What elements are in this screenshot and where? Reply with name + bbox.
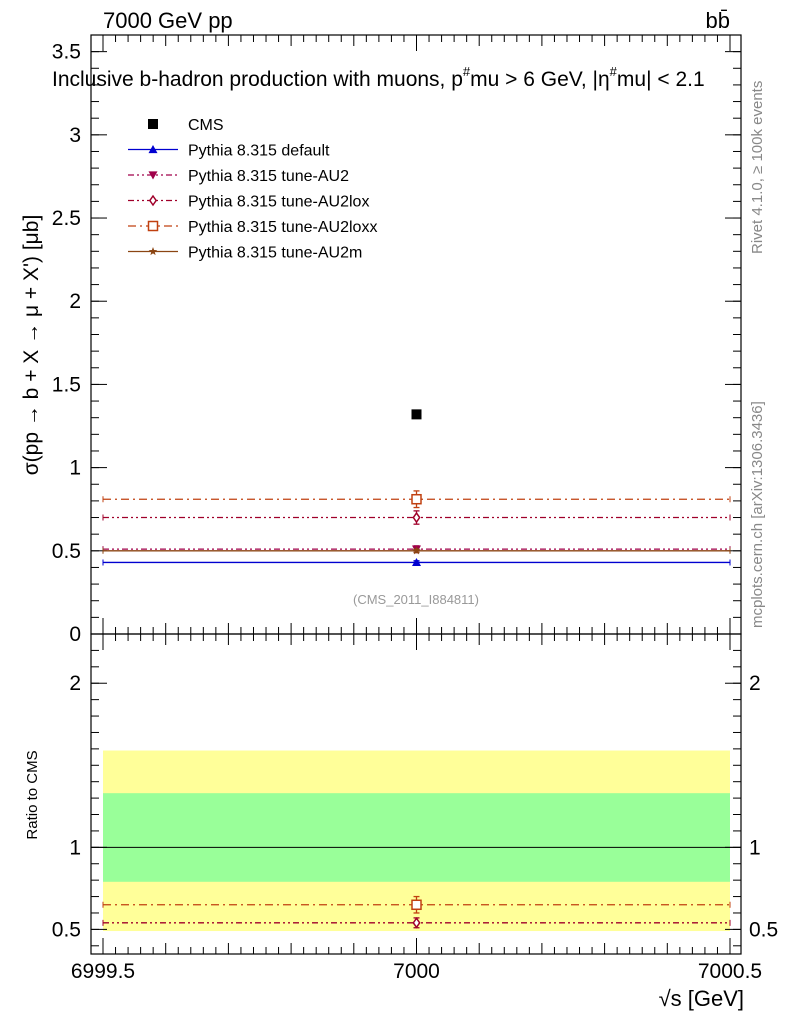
series-pythia-8-315-tune-au2lox: [102, 917, 731, 929]
legend-entry: Pythia 8.315 default: [128, 143, 330, 160]
series-pythia-8-315-tune-au2m: [102, 546, 731, 555]
y-tick-label: 1: [69, 457, 81, 480]
legend-label: Pythia 8.315 tune-AU2: [188, 168, 349, 185]
x-tick-label: 7000.5: [698, 960, 762, 983]
marker-star: [148, 247, 158, 256]
y-tick-label: 1.5: [52, 373, 81, 396]
marker-triangle-down: [148, 171, 158, 180]
marker-open-square: [411, 493, 422, 505]
y-tick-label: 0.5: [52, 918, 81, 941]
legend-label: Pythia 8.315 tune-AU2m: [188, 245, 362, 262]
marker-triangle-up: [148, 145, 158, 154]
marker-open-diamond: [148, 194, 158, 207]
legend-entry: CMS: [148, 117, 224, 134]
series-pythia-8-315-tune-au2loxx: [102, 895, 731, 914]
series-pythia-8-315-tune-au2loxx: [102, 490, 731, 509]
legend-entry: Pythia 8.315 tune-AU2lox: [128, 194, 369, 211]
y-tick-label: 0: [69, 623, 81, 646]
band-1-sigma: [103, 793, 730, 882]
y-tick-label-right: 0.5: [749, 918, 778, 941]
legend-label: CMS: [188, 117, 224, 134]
marker-open-diamond: [412, 511, 421, 524]
legend: CMS Pythia 8.315 default Pythia 8.315 tune…: [128, 117, 377, 262]
y-tick-label: 3.5: [52, 41, 81, 64]
y-tick-label-right: 2: [749, 672, 761, 695]
series-pythia-8-315-default: [102, 557, 731, 567]
legend-entry: Pythia 8.315 tune-AU2m: [128, 245, 362, 262]
plot-frame: [90, 633, 742, 955]
legend-label: Pythia 8.315 default: [188, 143, 330, 160]
series-pythia-8-315-tune-au2lox: [102, 510, 731, 525]
y-axis-title: σ(pp → b + X → μ + X') [μb]: [20, 215, 43, 476]
legend-entry: Pythia 8.315 tune-AU2loxx: [128, 219, 377, 236]
y-tick-label-right: 1: [749, 836, 761, 859]
series-cms: [411, 409, 422, 420]
marker-star: [412, 546, 421, 555]
y-tick-label: 1: [69, 836, 81, 859]
marker-open-diamond: [412, 917, 421, 929]
main-panel: 0 0.5 1 1.5 2 2.5 3 3.5 CMS Pythia 8.315 default P…: [52, 34, 742, 646]
title-part-3: mu| < 2.1: [617, 68, 705, 91]
y-tick-label: 2: [69, 290, 81, 313]
legend-label: Pythia 8.315 tune-AU2loxx: [188, 219, 377, 236]
energy-label: 7000 GeV pp: [103, 8, 233, 33]
process-label: bb̄: [706, 8, 730, 33]
ratio-y-axis-title: Ratio to CMS: [24, 750, 41, 839]
title-part-1: Inclusive b-hadron production with muons…: [52, 68, 463, 91]
plot-title: Inclusive b-hadron production with muons…: [52, 64, 705, 91]
marker-square: [411, 409, 422, 420]
legend-label: Pythia 8.315 tune-AU2lox: [188, 194, 369, 211]
x-tick-label: 6999.5: [71, 960, 135, 983]
marker-open-square: [411, 899, 422, 911]
mcplots-label: mcplots.cern.ch [arXiv:1306.3436]: [749, 401, 766, 628]
y-tick-label: 0.5: [52, 540, 81, 563]
marker-open-square: [147, 220, 159, 232]
y-tick-label: 3: [69, 124, 81, 147]
title-hash-1: #: [463, 64, 471, 79]
x-axis-title: √s [GeV]: [659, 986, 744, 1011]
rivet-label: Rivet 4.1.0, ≥ 100k events: [749, 81, 766, 254]
legend-entry: Pythia 8.315 tune-AU2: [128, 168, 349, 185]
marker-square: [148, 119, 158, 129]
x-tick-label: 7000: [393, 960, 440, 983]
analysis-label: (CMS_2011_I884811): [353, 592, 479, 607]
title-part-2: mu > 6 GeV, |η: [470, 68, 610, 91]
ratio-panel: 0.5 0.5 1 1 2 2 6999.5 7000 7000.5: [52, 633, 778, 983]
y-tick-label: 2: [69, 672, 81, 695]
marker-triangle-up: [412, 557, 421, 567]
title-hash-2: #: [610, 64, 618, 79]
y-tick-label: 2.5: [52, 207, 81, 230]
